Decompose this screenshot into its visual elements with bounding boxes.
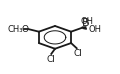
Text: CH₃: CH₃ (7, 25, 23, 34)
Text: O: O (22, 25, 29, 34)
Text: B: B (82, 18, 90, 28)
Text: OH: OH (80, 17, 93, 26)
Text: Cl: Cl (46, 55, 55, 64)
Text: OH: OH (88, 25, 101, 34)
Text: Cl: Cl (73, 49, 82, 58)
